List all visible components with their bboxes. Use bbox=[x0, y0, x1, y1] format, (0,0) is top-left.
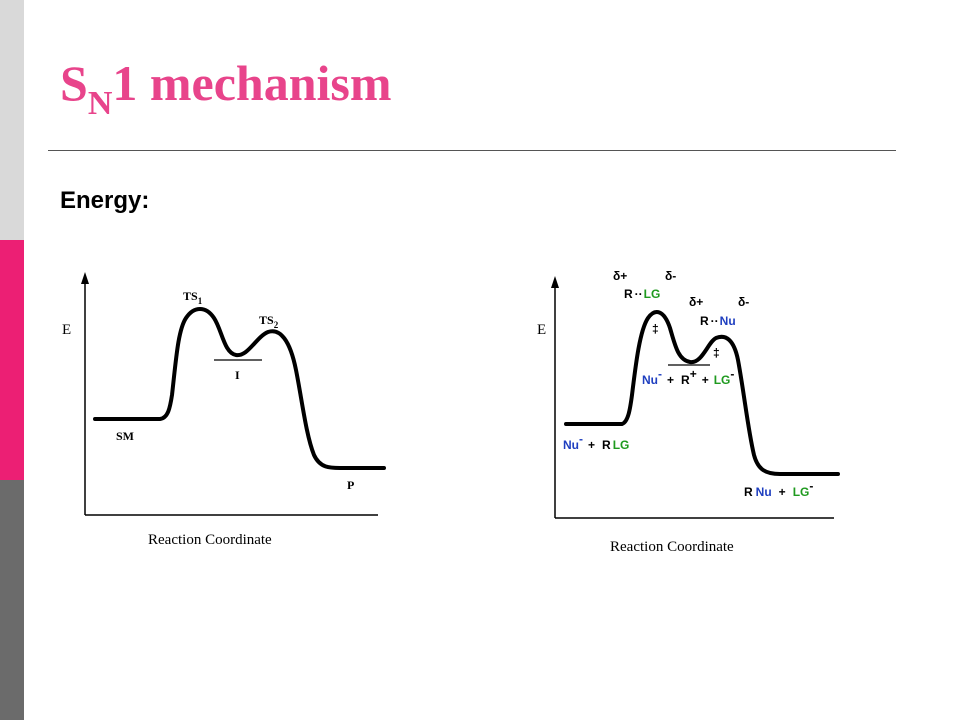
right-prod-lg-charge: - bbox=[809, 479, 813, 493]
right-ts1-delta-plus: δ+ bbox=[613, 269, 627, 283]
right-intermediate-species: Nu- + R+ + LG- bbox=[642, 367, 734, 387]
left-intermediate-label: I bbox=[235, 368, 240, 382]
right-int-lg: LG bbox=[714, 373, 731, 387]
right-y-axis-arrow-icon bbox=[551, 276, 559, 288]
right-product-species: R Nu + LG- bbox=[744, 479, 813, 499]
right-energy-curve bbox=[564, 310, 840, 476]
right-prod-lg: LG bbox=[793, 485, 810, 499]
left-ts2-label: TS2 bbox=[259, 313, 279, 330]
right-start-nu: Nu bbox=[563, 438, 579, 452]
left-start-label: SM bbox=[116, 429, 134, 443]
right-int-r: R bbox=[681, 373, 690, 387]
left-ts1-sub: 1 bbox=[198, 296, 203, 306]
right-y-axis-label: E bbox=[537, 322, 546, 338]
right-ts1-r: R bbox=[624, 287, 633, 301]
left-ts1-text: TS bbox=[183, 289, 198, 303]
right-int-lg-charge: - bbox=[730, 367, 734, 381]
right-start-nu-charge: - bbox=[579, 432, 583, 446]
right-prod-nu: Nu bbox=[756, 485, 772, 499]
right-ts2-delta-plus: δ+ bbox=[689, 295, 703, 309]
title-divider bbox=[48, 150, 896, 151]
right-ts2-delta-minus: δ- bbox=[738, 295, 749, 309]
left-y-axis-label: E bbox=[62, 322, 71, 338]
left-ts2-text: TS bbox=[259, 313, 274, 327]
left-product-label: P bbox=[347, 478, 354, 492]
right-start-plus: + bbox=[588, 438, 595, 452]
right-energy-diagram: E δ+ δ- R ··LG ‡ δ+ δ- R ··Nu ‡ Nu- + R+ + LG-… bbox=[537, 269, 840, 555]
title-subscript-n: N bbox=[87, 85, 113, 122]
right-ts1-lg: LG bbox=[644, 287, 661, 301]
right-int-nu: Nu bbox=[642, 373, 658, 387]
side-band-middle bbox=[0, 240, 24, 480]
right-int-plus2: + bbox=[702, 373, 709, 387]
title-rest: 1 mechanism bbox=[112, 55, 392, 111]
left-energy-curve bbox=[93, 307, 386, 470]
right-prod-r: R bbox=[744, 485, 753, 499]
right-ts1-delta-minus: δ- bbox=[665, 269, 676, 283]
right-int-plus1: + bbox=[667, 373, 674, 387]
right-ts2-nu: Nu bbox=[720, 314, 736, 328]
title-s: S bbox=[60, 55, 88, 111]
right-ts1-dagger-icon: ‡ bbox=[652, 322, 659, 336]
right-prod-plus: + bbox=[779, 485, 786, 499]
side-band-bottom bbox=[0, 480, 24, 720]
right-start-lg: LG bbox=[613, 438, 630, 452]
right-ts2-species: R ··Nu bbox=[700, 314, 736, 328]
left-energy-diagram: E TS1 TS2 I SM P Reaction Coordinate bbox=[62, 272, 386, 548]
right-start-species: Nu- + R LG bbox=[563, 432, 629, 452]
left-x-axis-label: Reaction Coordinate bbox=[148, 532, 272, 548]
right-ts2-dagger-icon: ‡ bbox=[713, 346, 720, 360]
right-ts1-species: R ··LG bbox=[624, 287, 660, 301]
right-ts2-r: R bbox=[700, 314, 709, 328]
left-ts2-sub: 2 bbox=[274, 320, 279, 330]
right-ts1-dots: ·· bbox=[635, 287, 643, 301]
right-int-r-charge: + bbox=[690, 367, 697, 381]
left-y-axis-arrow-icon bbox=[81, 272, 89, 284]
left-ts1-label: TS1 bbox=[183, 289, 203, 306]
right-x-axis-label: Reaction Coordinate bbox=[610, 539, 734, 555]
right-ts2-dots: ·· bbox=[711, 314, 719, 328]
right-int-nu-charge: - bbox=[658, 367, 662, 381]
slide-title: SN1 mechanism bbox=[60, 55, 392, 121]
slide-subtitle: Energy: bbox=[60, 187, 150, 214]
right-start-r: R bbox=[602, 438, 611, 452]
side-band-top bbox=[0, 0, 24, 240]
